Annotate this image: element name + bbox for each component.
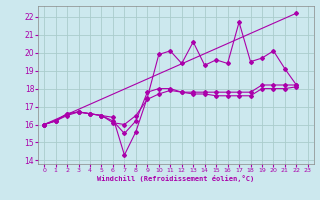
X-axis label: Windchill (Refroidissement éolien,°C): Windchill (Refroidissement éolien,°C): [97, 175, 255, 182]
